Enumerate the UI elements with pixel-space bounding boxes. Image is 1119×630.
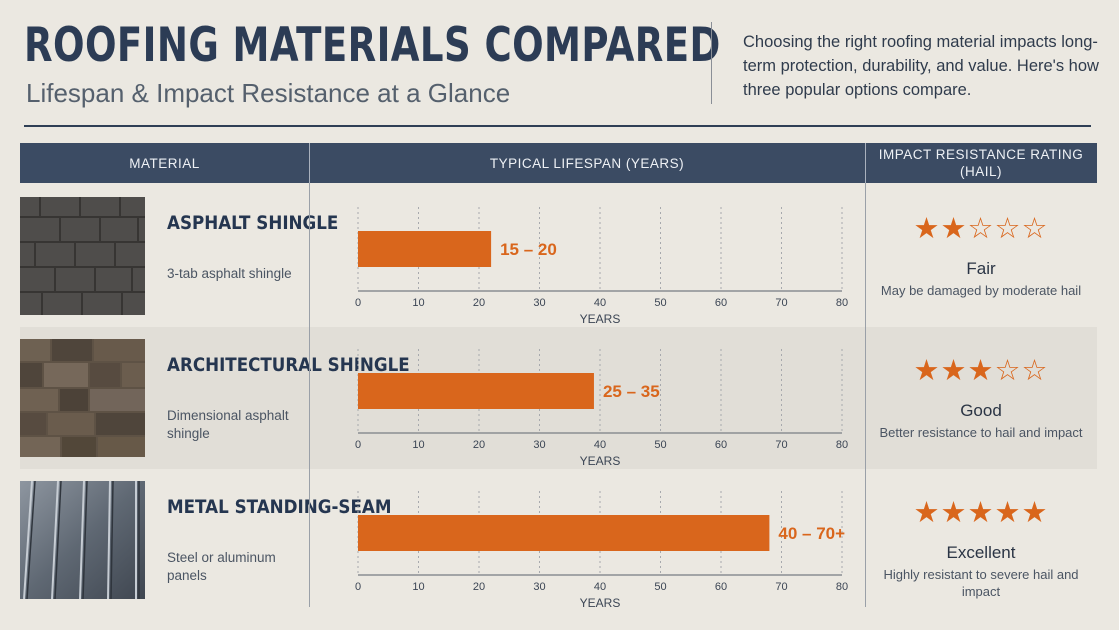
x-tick-label: 50 — [654, 439, 666, 451]
material-name: METAL STANDING-SEAM — [167, 496, 392, 518]
x-tick-label: 10 — [412, 297, 424, 309]
x-tick-label: 40 — [594, 581, 606, 593]
table-row: METAL STANDING-SEAM Steel or aluminum pa… — [20, 469, 1097, 611]
x-tick-label: 70 — [775, 439, 787, 451]
x-tick-label: 50 — [654, 297, 666, 309]
star-rating-icons: ★★★★★ — [913, 497, 1049, 529]
x-tick-label: 80 — [836, 297, 848, 309]
header-separator — [309, 143, 310, 183]
star-rating-icons: ★★☆☆☆ — [913, 213, 1049, 245]
table-row: ARCHITECTURAL SHINGLE Dimensional asphal… — [20, 327, 1097, 469]
rating-label: Fair — [966, 259, 996, 278]
x-tick-label: 30 — [533, 439, 545, 451]
lifespan-chart-metal: 40 – 70+ 0 10 20 30 40 50 60 70 80 YEARS — [355, 491, 848, 610]
rating-description: Highly resistant to severe hail and impa… — [883, 567, 1079, 599]
column-header-lifespan: TYPICAL LIFESPAN (YEARS) — [489, 155, 685, 171]
column-header-material: MATERIAL — [129, 155, 200, 171]
x-tick-label: 80 — [836, 439, 848, 451]
x-tick-label: 20 — [473, 439, 485, 451]
metal-swatch — [20, 481, 145, 599]
header-divider — [711, 22, 712, 104]
table-header: MATERIAL TYPICAL LIFESPAN (YEARS) IMPACT… — [20, 143, 1097, 183]
page-title: ROOFING MATERIALS COMPARED — [24, 18, 721, 73]
x-tick-label: 10 — [412, 581, 424, 593]
x-tick-label: 80 — [836, 581, 848, 593]
rating-stars: ★★★☆☆ — [865, 353, 1097, 388]
x-tick-label: 30 — [533, 297, 545, 309]
lifespan-bar — [358, 231, 492, 267]
bar-value-label: 40 – 70+ — [778, 524, 845, 543]
lifespan-bar — [358, 515, 770, 551]
rating-description: May be damaged by moderate hail — [880, 283, 1082, 298]
star-rating-icons: ★★★☆☆ — [913, 355, 1049, 387]
x-tick-label: 0 — [355, 581, 361, 593]
bar-value-label: 25 – 35 — [603, 382, 660, 401]
column-header-impact: IMPACT RESISTANCE RATING (HAIL) — [878, 147, 1084, 179]
material-description: Dimensional asphalt shingle — [167, 408, 289, 441]
x-tick-label: 0 — [355, 439, 361, 451]
rating-description: Better resistance to hail and impact — [879, 425, 1083, 440]
x-tick-label: 10 — [412, 439, 424, 451]
x-tick-label: 20 — [473, 297, 485, 309]
x-tick-label: 60 — [715, 439, 727, 451]
x-axis-title: YEARS — [580, 454, 621, 468]
column-separator — [865, 183, 866, 607]
x-tick-label: 20 — [473, 581, 485, 593]
material-description: Steel or aluminum panels — [167, 550, 276, 583]
rating-stars: ★★☆☆☆ — [865, 211, 1097, 246]
rating-stars: ★★★★★ — [865, 495, 1097, 530]
x-tick-label: 70 — [775, 297, 787, 309]
lifespan-chart-asphalt: 15 – 20 0 10 20 30 40 50 60 70 80 YEARS — [355, 207, 848, 326]
page-subtitle: Lifespan & Impact Resistance at a Glance — [26, 78, 511, 108]
x-tick-label: 0 — [355, 297, 361, 309]
rating-label: Good — [960, 401, 1002, 420]
x-axis-title: YEARS — [580, 312, 621, 326]
material-name: ASPHALT SHINGLE — [167, 212, 339, 234]
header-separator — [865, 143, 866, 183]
intro-text: Choosing the right roofing material impa… — [743, 33, 1099, 99]
x-tick-label: 40 — [594, 297, 606, 309]
title-rule — [24, 125, 1091, 127]
lifespan-chart-architectural: 25 – 35 0 10 20 30 40 50 60 70 80 YEARS — [355, 349, 848, 468]
x-tick-label: 30 — [533, 581, 545, 593]
x-axis-title: YEARS — [580, 596, 621, 610]
architectural-swatch — [20, 339, 145, 457]
asphalt-swatch — [20, 197, 145, 315]
x-tick-label: 60 — [715, 581, 727, 593]
table-row: ASPHALT SHINGLE 3-tab asphalt shingle 15… — [20, 185, 1097, 327]
bar-value-label: 15 – 20 — [500, 240, 557, 259]
material-description: 3-tab asphalt shingle — [167, 266, 292, 281]
x-tick-label: 70 — [775, 581, 787, 593]
x-tick-label: 40 — [594, 439, 606, 451]
lifespan-bar — [358, 373, 594, 409]
x-tick-label: 60 — [715, 297, 727, 309]
rating-label: Excellent — [946, 543, 1016, 562]
material-name: ARCHITECTURAL SHINGLE — [167, 354, 410, 376]
column-separator — [309, 183, 310, 607]
x-tick-label: 50 — [654, 581, 666, 593]
